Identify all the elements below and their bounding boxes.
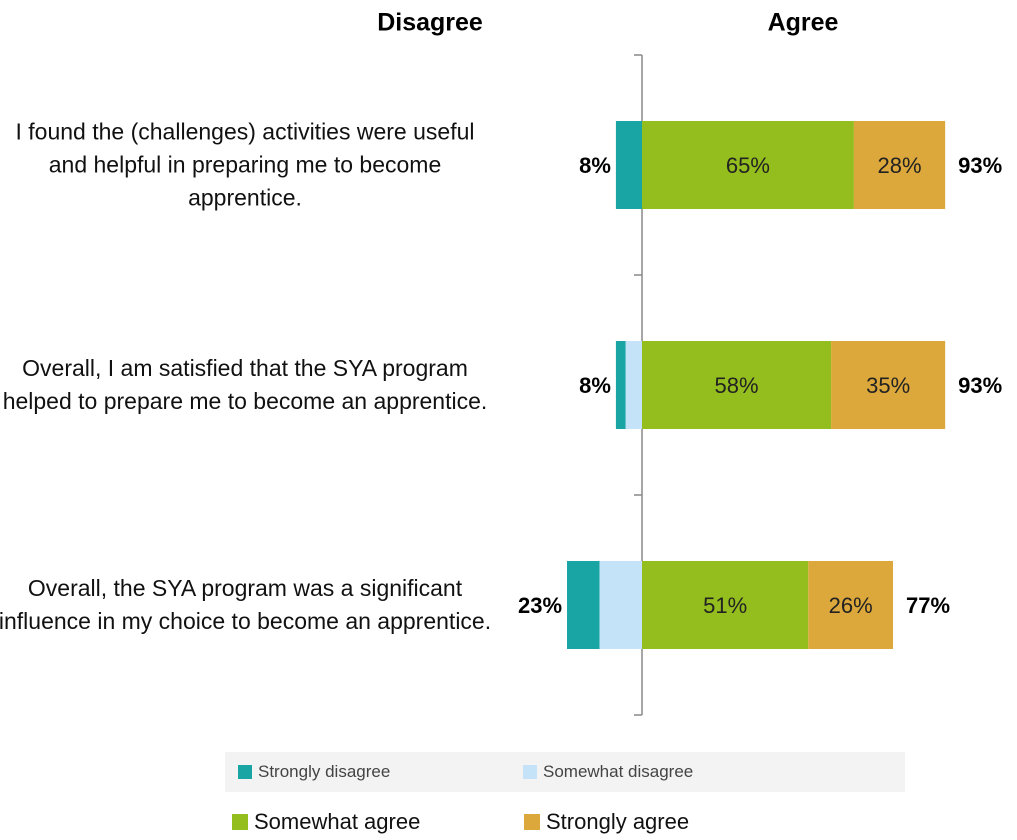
bar-segment [642,341,832,429]
bar-segment [853,121,946,209]
legend-swatch [232,814,248,830]
total-label: 23% [518,593,562,618]
bar-segment [642,561,809,649]
header-left: Disagree [377,9,483,37]
total-label: 77% [906,593,950,618]
legend-label: Somewhat agree [254,809,421,834]
total-label: 93% [958,153,1002,178]
total-label: 8% [579,153,611,178]
legend-background [225,752,905,792]
category-label: Overall, the SYA program was a significa… [0,575,492,634]
value-label: 26% [829,593,873,618]
legend-swatch [238,765,252,779]
bar-segment [615,341,626,429]
legend-label: Somewhat disagree [543,762,694,781]
legend-label: Strongly disagree [258,762,391,781]
category-label: I found the (challenges) activities were… [15,118,475,211]
legend-item: Strongly disagree [238,762,390,782]
bar-segment [808,561,894,649]
value-label: 65% [726,153,770,178]
legend-swatch [523,765,537,779]
value-label: 35% [866,373,910,398]
bar-segment [567,561,600,649]
bar-segment [599,561,642,649]
category-label: Overall, I am satisfied that the SYA pro… [2,355,488,414]
header-right: Agree [768,9,839,37]
value-label: 51% [703,593,747,618]
bar-segment [831,341,946,429]
total-label: 8% [579,373,611,398]
bar-segment [615,121,642,209]
bar-segment [642,121,854,209]
value-label: 58% [715,373,759,398]
legend-item: Somewhat disagree [523,762,693,782]
legend-item: Strongly agree [524,809,689,835]
legend-item: Somewhat agree [232,809,420,835]
value-label: 28% [878,153,922,178]
legend-swatch [524,814,540,830]
total-label: 93% [958,373,1002,398]
legend-label: Strongly agree [546,809,690,834]
bar-segment [625,341,642,429]
